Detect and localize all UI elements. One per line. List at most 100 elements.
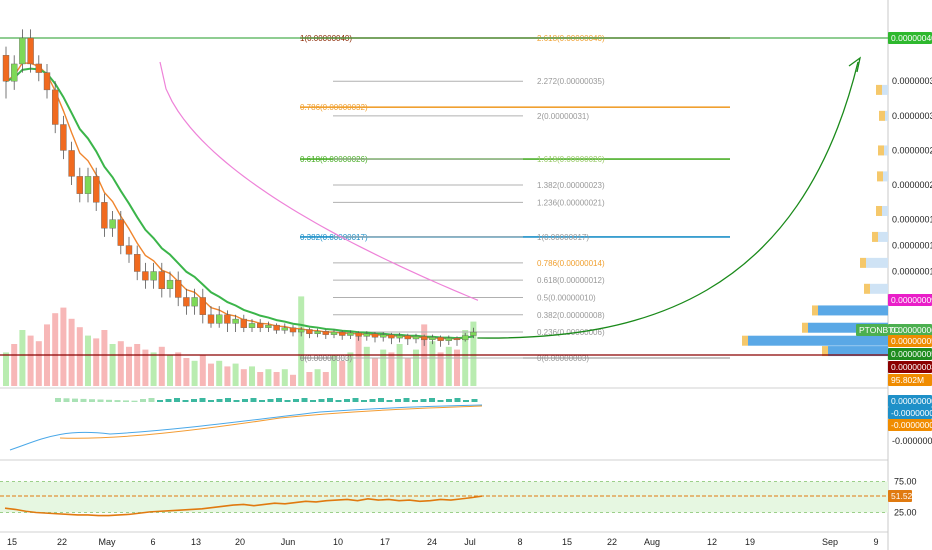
x-axis-label: 22 bbox=[607, 537, 617, 547]
volume-bar bbox=[306, 372, 313, 386]
candle-body bbox=[133, 254, 141, 272]
macd-histogram-bar bbox=[352, 398, 359, 402]
x-axis-label: 9 bbox=[873, 537, 878, 547]
candle-body bbox=[2, 55, 10, 82]
macd-tag: -0.00000000 bbox=[891, 408, 932, 418]
candle-body bbox=[396, 335, 403, 339]
candle-body bbox=[388, 334, 395, 339]
volume-bar bbox=[437, 352, 444, 386]
macd-histogram-bar bbox=[208, 400, 214, 402]
volume-bars bbox=[3, 296, 477, 386]
candle-body bbox=[117, 219, 125, 246]
candle-body bbox=[429, 337, 436, 341]
x-axis-label: Aug bbox=[644, 537, 660, 547]
volume-bar bbox=[454, 349, 460, 386]
candle-body bbox=[380, 334, 387, 338]
moving-averages bbox=[5, 61, 479, 340]
volume-profile-bar-edge bbox=[742, 335, 748, 346]
volume-bar bbox=[249, 366, 255, 386]
volume-bar bbox=[322, 372, 329, 386]
macd-histogram-bar bbox=[72, 398, 78, 402]
volume-bar bbox=[396, 344, 403, 386]
rsi-band-fill bbox=[0, 481, 888, 513]
candle-body bbox=[150, 271, 157, 281]
macd-histogram-bar bbox=[259, 400, 265, 402]
candle-body bbox=[371, 333, 379, 338]
volume-profile-bar-edge bbox=[864, 283, 870, 294]
ema-slow-line bbox=[5, 67, 474, 340]
x-axis-label: 20 bbox=[235, 537, 245, 547]
price-tag: 0.00000005 bbox=[891, 349, 932, 359]
candle-body bbox=[257, 323, 264, 328]
fib-extension-label: 0.618(0.00000012) bbox=[537, 276, 605, 285]
macd-histogram-bar bbox=[386, 400, 393, 402]
price-tag-bg bbox=[888, 335, 932, 347]
macd-histogram-bar bbox=[174, 398, 180, 402]
macd-histogram-bar bbox=[131, 400, 138, 402]
volume-profile-bar bbox=[748, 335, 888, 346]
candle-body bbox=[43, 72, 51, 91]
macd-histogram-bar bbox=[148, 398, 155, 402]
volume-bar bbox=[429, 341, 436, 386]
macd-histogram-bar bbox=[454, 398, 461, 402]
macd-histogram-bar bbox=[420, 399, 427, 402]
price-tag-bg bbox=[888, 294, 932, 306]
symbol-tag-bg bbox=[856, 324, 888, 336]
x-axis-label: 22 bbox=[57, 537, 67, 547]
rsi-line bbox=[4, 495, 483, 517]
volume-bar bbox=[183, 358, 190, 386]
price-tag-bg bbox=[888, 32, 932, 44]
volume-bar bbox=[93, 338, 100, 386]
candle-body bbox=[183, 297, 190, 307]
volume-profile-bar bbox=[808, 322, 888, 333]
projection-curve bbox=[477, 61, 859, 339]
macd-histogram-bar bbox=[89, 399, 95, 402]
ema-fast-line bbox=[5, 62, 474, 340]
candlesticks bbox=[2, 29, 477, 347]
macd-histogram-bar bbox=[395, 399, 401, 402]
volume-profile-bar bbox=[885, 110, 888, 121]
volume-bar bbox=[265, 369, 272, 386]
candle-body bbox=[199, 297, 207, 315]
macd-histogram-bar bbox=[216, 399, 223, 402]
volume-profile-bar-edge bbox=[872, 231, 878, 242]
volume-bar bbox=[167, 355, 173, 386]
candle-body bbox=[314, 330, 321, 334]
candle-body bbox=[355, 332, 362, 337]
volume-profile-bar-edge bbox=[802, 322, 808, 333]
volume-bar bbox=[404, 358, 411, 386]
price-tags: 0.000000400.000000090.000000060.00000005… bbox=[856, 32, 932, 503]
macd-histogram-bar bbox=[301, 398, 308, 402]
macd-histogram-bar bbox=[369, 399, 376, 402]
macd-histogram-bar bbox=[123, 400, 129, 402]
fib-extension-label: 1.618(0.00000026) bbox=[537, 155, 605, 164]
volume-bar bbox=[314, 369, 321, 386]
volume-profile-bar bbox=[883, 171, 888, 182]
volume-bar bbox=[388, 352, 395, 386]
price-axis-label: 0.00000016 bbox=[892, 241, 932, 251]
candle-body bbox=[240, 318, 248, 328]
volume-bar bbox=[257, 372, 264, 386]
volume-profile-bar-edge bbox=[876, 205, 882, 216]
volume-bar bbox=[60, 307, 67, 386]
volume-bar bbox=[68, 318, 75, 386]
volume-bar bbox=[52, 313, 59, 386]
volume-bar bbox=[150, 352, 157, 386]
fib-extension-label: 1.382(0.00000023) bbox=[537, 181, 605, 190]
price-tag: 0.00000009 bbox=[891, 295, 932, 305]
macd-tag: 0.00000000 bbox=[891, 396, 932, 406]
volume-bar bbox=[380, 349, 387, 386]
volume-bar bbox=[191, 360, 198, 386]
candle-body bbox=[347, 332, 354, 336]
volume-bar bbox=[363, 346, 370, 386]
candle-body bbox=[158, 271, 166, 290]
macd-histogram-bar bbox=[114, 400, 121, 402]
volume-profile-bar bbox=[882, 84, 888, 95]
candle-body bbox=[289, 327, 297, 333]
price-tag: 0.00000005 bbox=[891, 336, 932, 346]
volume-bar bbox=[413, 349, 419, 386]
macd-histogram-bar bbox=[327, 398, 333, 402]
volume-bar bbox=[3, 352, 9, 386]
macd-histogram-bar bbox=[140, 399, 146, 402]
